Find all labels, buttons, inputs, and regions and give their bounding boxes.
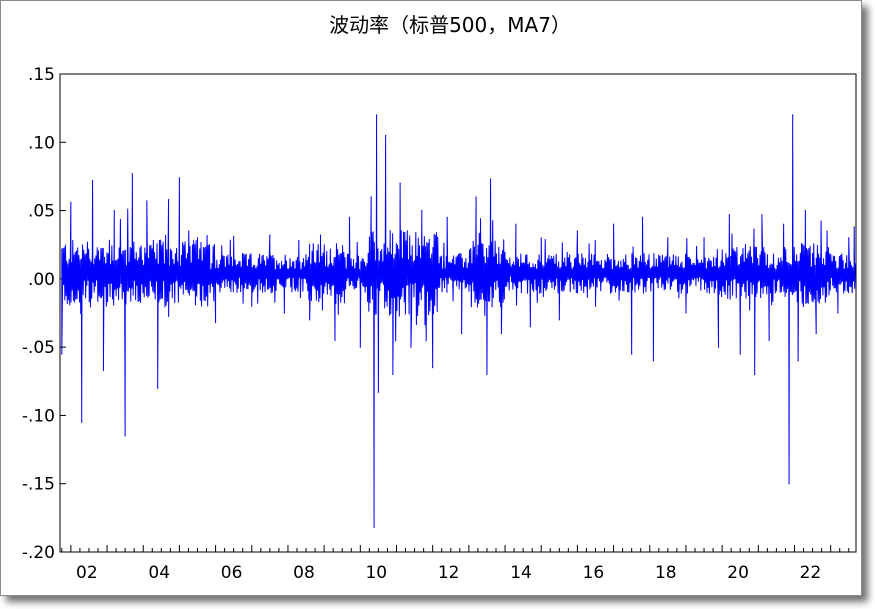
data-point bbox=[113, 209, 115, 212]
x-tick-label: 20 bbox=[727, 563, 749, 583]
data-point bbox=[728, 214, 730, 216]
data-point bbox=[309, 319, 311, 321]
data-point bbox=[348, 216, 351, 218]
data-point bbox=[283, 312, 285, 314]
data-point bbox=[196, 237, 199, 239]
data-point bbox=[81, 421, 83, 423]
data-point bbox=[102, 369, 105, 371]
data-point bbox=[461, 332, 463, 335]
data-point bbox=[214, 321, 217, 324]
data-point bbox=[761, 214, 763, 216]
y-axis: .15 .10 .05 .00 -.05 -.10 -.15 -.20 bbox=[22, 65, 66, 563]
data-point bbox=[124, 435, 126, 437]
y-tick-label: -.05 bbox=[22, 338, 55, 358]
data-point bbox=[251, 305, 253, 307]
data-point bbox=[486, 373, 488, 376]
data-point bbox=[703, 237, 705, 239]
data-point bbox=[717, 346, 720, 348]
data-point bbox=[612, 223, 615, 225]
data-point bbox=[631, 353, 633, 355]
data-point bbox=[375, 114, 378, 116]
x-tick-label: 14 bbox=[510, 563, 532, 583]
data-point bbox=[131, 173, 133, 175]
x-tick-label: 18 bbox=[655, 563, 677, 583]
data-point bbox=[815, 332, 817, 335]
series-layer bbox=[61, 114, 856, 529]
x-tick-label: 06 bbox=[221, 563, 243, 583]
chart-frame: 波动率（标普500，MA7） .15 .10 .05 .00 -.05 -.10 -.15 -… bbox=[0, 0, 862, 596]
data-point bbox=[768, 339, 770, 341]
data-point bbox=[432, 367, 434, 369]
x-tick-label: 08 bbox=[293, 563, 315, 583]
data-point bbox=[641, 216, 644, 218]
data-point bbox=[385, 134, 387, 137]
data-point bbox=[652, 360, 654, 362]
data-point bbox=[515, 223, 517, 225]
data-point bbox=[667, 237, 669, 239]
y-tick-label: .00 bbox=[28, 270, 55, 290]
plot-area bbox=[59, 73, 857, 553]
data-point bbox=[837, 312, 839, 314]
data-point bbox=[804, 209, 806, 212]
data-point bbox=[178, 177, 180, 179]
data-point bbox=[91, 179, 94, 182]
data-point bbox=[61, 353, 63, 355]
data-point bbox=[298, 240, 300, 242]
data-point bbox=[167, 199, 170, 201]
data-point bbox=[319, 234, 322, 236]
data-point bbox=[377, 391, 379, 393]
data-point bbox=[594, 305, 597, 307]
x-tick-label: 22 bbox=[800, 563, 822, 583]
data-point bbox=[826, 230, 828, 232]
y-tick-label: -.20 bbox=[22, 543, 55, 563]
data-point bbox=[370, 196, 372, 198]
y-tick-label: .10 bbox=[28, 133, 55, 153]
data-point bbox=[269, 234, 271, 236]
data-point bbox=[685, 312, 687, 314]
x-tick-label: 02 bbox=[76, 563, 98, 583]
data-point bbox=[754, 373, 756, 376]
data-point bbox=[576, 230, 579, 232]
chart-title: 波动率（标普500，MA7） bbox=[329, 13, 571, 37]
data-point bbox=[792, 114, 794, 116]
data-point bbox=[529, 326, 531, 328]
x-tick-label: 12 bbox=[438, 563, 460, 583]
x-tick-label: 16 bbox=[583, 563, 605, 583]
data-point bbox=[392, 373, 394, 376]
data-point bbox=[500, 332, 503, 335]
y-tick-label: -.15 bbox=[22, 475, 55, 495]
data-point bbox=[373, 526, 375, 529]
data-point bbox=[233, 235, 235, 238]
data-point bbox=[157, 387, 159, 389]
x-axis: 02 04 06 08 10 12 14 16 18 20 22 bbox=[61, 545, 850, 583]
data-point bbox=[475, 196, 477, 198]
data-point bbox=[783, 223, 785, 225]
data-point bbox=[334, 339, 336, 341]
y-tick-label: .05 bbox=[28, 202, 55, 222]
y-tick-label: -.10 bbox=[22, 406, 55, 426]
data-point bbox=[797, 360, 799, 362]
data-point bbox=[410, 346, 412, 348]
data-point bbox=[788, 483, 790, 485]
data-point bbox=[853, 226, 855, 228]
data-point bbox=[489, 178, 492, 180]
data-point bbox=[446, 216, 448, 218]
data-point bbox=[421, 209, 423, 212]
data-point bbox=[848, 237, 850, 239]
x-tick-label: 04 bbox=[148, 563, 170, 583]
chart-svg: 波动率（标普500，MA7） .15 .10 .05 .00 -.05 -.10 -.15 -… bbox=[22, 13, 857, 583]
y-tick-label: .15 bbox=[28, 65, 55, 85]
data-point bbox=[739, 353, 741, 355]
data-point bbox=[70, 201, 72, 203]
data-point bbox=[359, 346, 361, 348]
x-tick-label: 10 bbox=[365, 563, 387, 583]
data-point bbox=[558, 319, 560, 321]
series-line bbox=[61, 114, 856, 528]
data-point bbox=[399, 182, 401, 184]
data-point bbox=[146, 200, 148, 202]
data-point bbox=[540, 237, 542, 239]
